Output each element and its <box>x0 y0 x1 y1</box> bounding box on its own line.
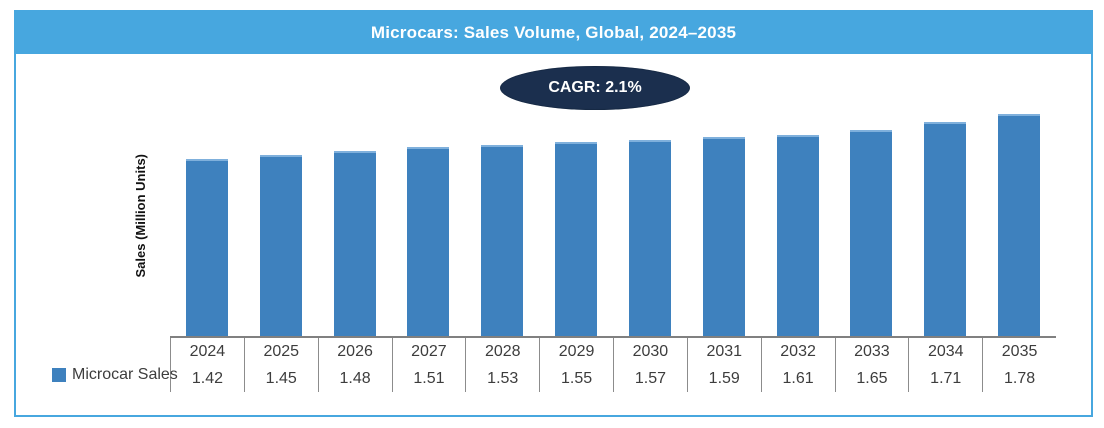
bar-column-2032 <box>761 56 835 336</box>
bar-2026 <box>333 151 376 336</box>
value-cell-2028: 1.53 <box>465 365 539 392</box>
bar-column-2028 <box>465 56 539 336</box>
year-cell-2028: 2028 <box>465 338 539 365</box>
bar-2027 <box>407 147 450 336</box>
bar-2033 <box>850 130 893 336</box>
legend-swatch-icon <box>52 368 66 382</box>
year-cell-2033: 2033 <box>834 338 909 365</box>
bar-column-2025 <box>244 56 318 336</box>
bar-column-2034 <box>908 56 982 336</box>
value-cell-2026: 1.48 <box>317 365 392 392</box>
bar-2034 <box>924 122 967 336</box>
bar-2025 <box>259 155 302 336</box>
bar-column-2030 <box>613 56 687 336</box>
value-cell-2035: 1.78 <box>982 365 1056 392</box>
year-cell-2025: 2025 <box>243 338 318 365</box>
value-cell-2027: 1.51 <box>391 365 466 392</box>
value-cell-2030: 1.57 <box>613 365 687 392</box>
year-cell-2024: 2024 <box>170 338 244 365</box>
data-table: 2024 2025 2026 2027 2028 2029 2030 2031 2032 2033… <box>170 336 1056 392</box>
year-cell-2031: 2031 <box>686 338 761 365</box>
bar-2035 <box>998 114 1041 336</box>
y-axis-label: Sales (Million Units) <box>132 154 148 278</box>
year-cell-2026: 2026 <box>317 338 392 365</box>
year-cell-2035: 2035 <box>982 338 1056 365</box>
legend-label: Microcar Sales <box>72 366 178 383</box>
figure-frame: Microcars: Sales Volume, Global, 2024–20… <box>14 10 1093 417</box>
cagr-badge-label: CAGR: 2.1% <box>548 79 642 96</box>
bar-column-2031 <box>687 56 761 336</box>
value-cell-2032: 1.61 <box>760 365 835 392</box>
bar-column-2033 <box>834 56 908 336</box>
year-cell-2030: 2030 <box>613 338 687 365</box>
bar-column-2029 <box>539 56 613 336</box>
bar-2032 <box>776 135 819 336</box>
chart-title: Microcars: Sales Volume, Global, 2024–20… <box>370 23 737 42</box>
year-cell-2032: 2032 <box>760 338 835 365</box>
value-cell-2034: 1.71 <box>908 365 982 392</box>
bar-2030 <box>628 140 671 336</box>
year-cell-2027: 2027 <box>391 338 466 365</box>
value-cell-2024: 1.42 <box>170 365 244 392</box>
value-cell-2033: 1.65 <box>834 365 909 392</box>
chart-title-bar: Microcars: Sales Volume, Global, 2024–20… <box>16 12 1091 54</box>
bar-2031 <box>702 137 745 336</box>
value-cell-2025: 1.45 <box>243 365 318 392</box>
bar-2024 <box>185 159 228 336</box>
bar-column-2026 <box>318 56 392 336</box>
value-cell-2031: 1.59 <box>686 365 761 392</box>
bars <box>170 56 1056 336</box>
bar-2029 <box>555 142 598 336</box>
plot-area: CAGR: 2.1% Sales (Million Units) 2024 202… <box>16 54 1091 415</box>
bar-column-2035 <box>982 56 1056 336</box>
bar-2028 <box>481 145 524 336</box>
value-row: 1.42 1.45 1.48 1.51 1.53 1.55 1.57 1.59 1.61 1.65… <box>170 365 1056 392</box>
bar-column-2024 <box>170 56 244 336</box>
value-cell-2029: 1.55 <box>539 365 613 392</box>
legend: Microcar Sales <box>52 365 178 385</box>
year-row: 2024 2025 2026 2027 2028 2029 2030 2031 2032 2033… <box>170 338 1056 365</box>
year-cell-2034: 2034 <box>908 338 982 365</box>
bar-column-2027 <box>391 56 465 336</box>
cagr-badge: CAGR: 2.1% <box>500 66 690 110</box>
year-cell-2029: 2029 <box>539 338 613 365</box>
